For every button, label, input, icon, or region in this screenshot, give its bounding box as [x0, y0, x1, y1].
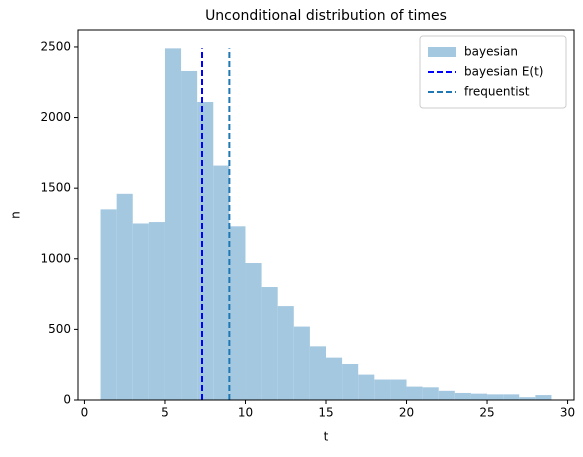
chart-title: Unconditional distribution of times — [205, 8, 447, 24]
bar — [213, 165, 230, 400]
bar — [197, 102, 214, 401]
bar — [309, 346, 326, 400]
y-tick-label: 1000 — [40, 251, 71, 265]
bar — [406, 386, 423, 400]
legend-label: bayesian — [464, 45, 518, 59]
legend-box — [419, 35, 567, 109]
bar — [245, 263, 262, 400]
y-axis-label: n — [9, 211, 23, 219]
x-tick-label: 30 — [560, 406, 575, 420]
bar — [277, 306, 294, 400]
bar — [422, 387, 439, 400]
bar — [454, 392, 471, 400]
bar — [164, 48, 182, 401]
bar — [181, 70, 198, 401]
bar — [148, 222, 165, 400]
legend-label: bayesian E(t) — [464, 65, 543, 79]
legend-swatch — [428, 47, 456, 57]
bar — [470, 393, 488, 400]
bar — [229, 226, 246, 400]
y-tick-label: 2500 — [40, 39, 71, 53]
bar — [132, 223, 149, 400]
bar — [358, 374, 375, 400]
bar — [326, 357, 343, 400]
bar — [100, 209, 117, 400]
x-tick-label: 0 — [81, 406, 89, 420]
y-tick-label: 0 — [63, 393, 71, 407]
x-tick-label: 20 — [399, 406, 414, 420]
bar — [503, 394, 520, 400]
bar — [487, 394, 504, 400]
bar — [438, 390, 455, 400]
bar — [342, 363, 359, 400]
bar — [116, 193, 133, 400]
x-tick-label: 15 — [318, 406, 333, 420]
x-tick-label: 25 — [479, 406, 494, 420]
x-tick-label: 10 — [238, 406, 253, 420]
x-axis-label: t — [324, 430, 329, 444]
bar — [390, 379, 407, 400]
bar — [293, 326, 310, 400]
bar — [374, 379, 391, 400]
y-tick-label: 2000 — [40, 110, 71, 124]
legend-label: frequentist — [464, 85, 530, 99]
bar — [261, 287, 278, 400]
bar — [519, 397, 536, 400]
x-tick-label: 5 — [161, 406, 169, 420]
bar — [535, 395, 552, 400]
y-tick-label: 1500 — [40, 181, 71, 195]
y-tick-label: 500 — [48, 322, 71, 336]
